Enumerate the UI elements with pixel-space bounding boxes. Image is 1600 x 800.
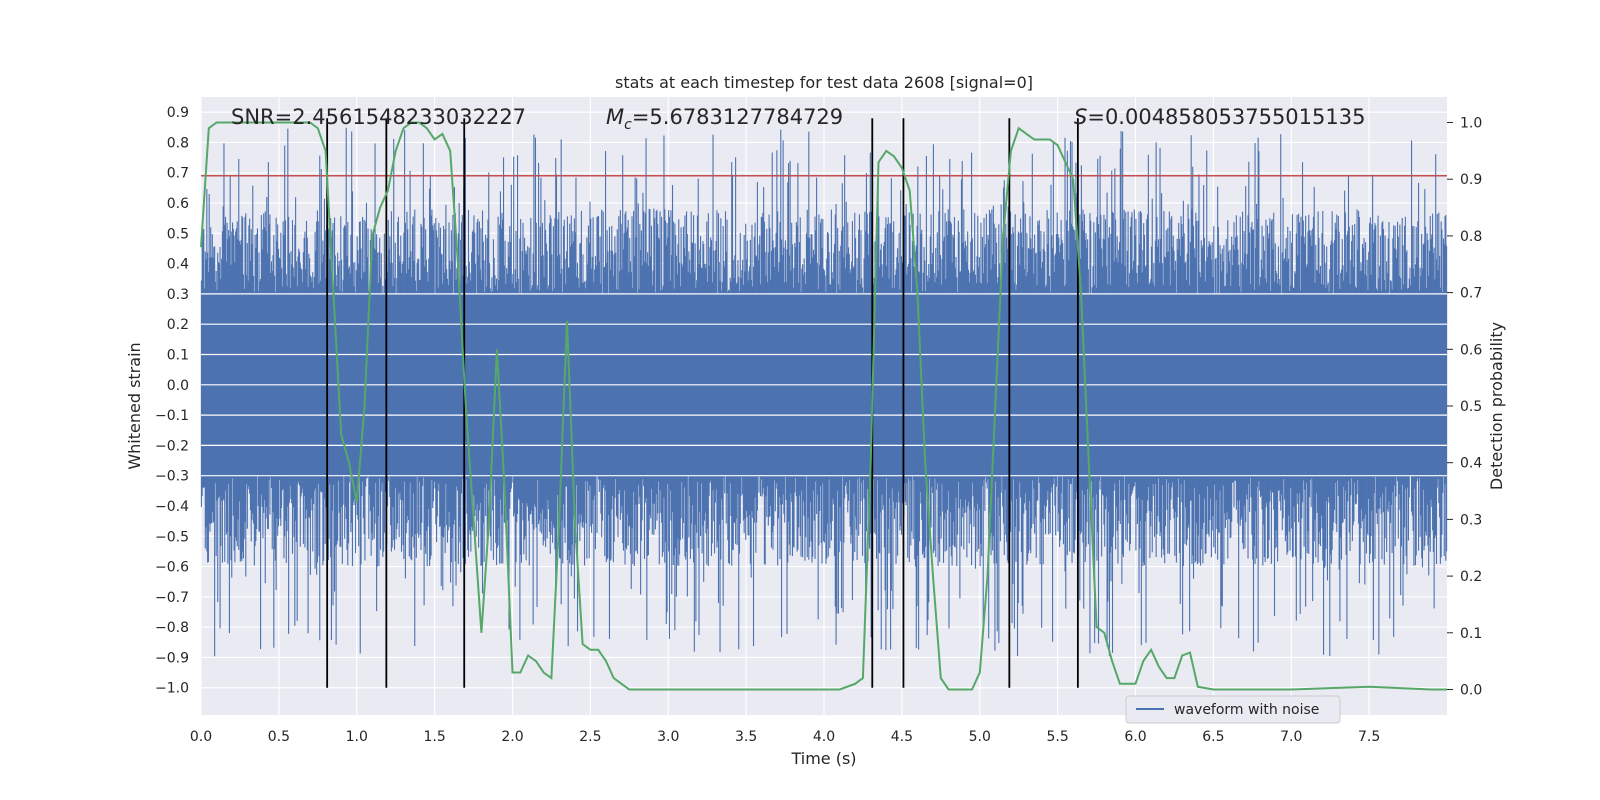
x-tick-label: 7.0: [1280, 729, 1302, 745]
chart-title: stats at each timestep for test data 260…: [615, 73, 1033, 92]
x-tick-label: 2.5: [579, 729, 601, 745]
y2-tick-label: 0.0: [1460, 682, 1482, 698]
x-tick-label: 7.5: [1358, 729, 1380, 745]
x-tick-label: 3.0: [657, 729, 679, 745]
y-tick-label: 0.4: [167, 257, 189, 273]
vertical-markers: [326, 118, 1079, 688]
y-tick-label: 0.7: [167, 166, 189, 182]
y2-tick-label: 0.8: [1460, 229, 1482, 245]
y-tick-label: 0.0: [167, 378, 189, 394]
x-tick-label: 1.0: [346, 729, 368, 745]
chirp-mass-annotation: Mc=5.6783127784729: [606, 105, 843, 133]
x-tick-label: 6.0: [1124, 729, 1146, 745]
y-tick-label: 0.6: [167, 196, 189, 212]
y-tick-label: 0.1: [167, 348, 189, 364]
y-tick-label: −0.3: [155, 469, 189, 485]
x-tick-label: 2.0: [501, 729, 523, 745]
legend-label: waveform with noise: [1174, 702, 1319, 718]
y-tick-label: −0.2: [155, 438, 189, 454]
y-tick-label: 0.8: [167, 135, 189, 151]
y2-tick-label: 0.3: [1460, 512, 1482, 528]
y2-tick-label: 1.0: [1460, 116, 1482, 132]
x-tick-label: 0.0: [190, 729, 212, 745]
x-tick-label: 4.0: [813, 729, 835, 745]
snr-annotation: SNR=2.4561548233032227: [231, 105, 526, 129]
y2-axis-label: Detection probability: [1487, 322, 1506, 490]
x-tick-label: 1.5: [423, 729, 445, 745]
y2-tick-label: 0.4: [1460, 456, 1482, 472]
x-tick-label: 0.5: [268, 729, 290, 745]
y-tick-label: 0.9: [167, 105, 189, 121]
legend: waveform with noise: [1125, 695, 1341, 724]
y2-axis-ticks: 1.0 0.9 0.8 0.7 0.6 0.5 0.4 0.3 0.2 0.1 0.0: [1447, 116, 1482, 698]
y-axis-ticks: 0.9 0.8 0.7 0.6 0.5 0.4 0.3 0.2 0.1 0.0 −0.1 −0.2 −0…: [155, 105, 189, 697]
y-tick-label: −0.4: [155, 499, 189, 515]
y-tick-label: −0.8: [155, 620, 189, 636]
x-tick-label: 4.5: [891, 729, 913, 745]
y-tick-label: 0.2: [167, 317, 189, 333]
y2-tick-label: 0.2: [1460, 569, 1482, 585]
y2-tick-label: 0.5: [1460, 399, 1482, 415]
y2-tick-label: 0.9: [1460, 172, 1482, 188]
probability-line: [200, 121, 1447, 691]
y-axis-label: Whitened strain: [125, 342, 144, 469]
probability-series: [200, 121, 1447, 691]
y-tick-label: −0.1: [155, 408, 189, 424]
x-tick-label: 3.5: [735, 729, 757, 745]
y2-tick-label: 0.7: [1460, 286, 1482, 302]
x-axis-ticks: 0.0 0.5 1.0 1.5 2.0 2.5 3.0 3.5 4.0 4.5 5.0 5.5 6.0 6…: [190, 729, 1380, 745]
x-tick-label: 5.5: [1046, 729, 1068, 745]
x-axis-label: Time (s): [790, 749, 856, 768]
s-stat-annotation: S=0.004858053755015135: [1074, 105, 1365, 129]
y-tick-label: −0.7: [155, 590, 189, 606]
legend-box: [1125, 695, 1341, 724]
y2-tick-label: 0.6: [1460, 342, 1482, 358]
y-tick-label: −1.0: [155, 681, 189, 697]
y-tick-label: −0.5: [155, 529, 189, 545]
y-tick-label: 0.3: [167, 287, 189, 303]
y2-tick-label: 0.1: [1460, 626, 1482, 642]
y-tick-label: −0.6: [155, 560, 189, 576]
waveform-series: [200, 127, 1448, 657]
x-tick-label: 6.5: [1202, 729, 1224, 745]
x-tick-label: 5.0: [969, 729, 991, 745]
y-tick-label: 0.5: [167, 226, 189, 242]
y-tick-label: −0.9: [155, 650, 189, 666]
